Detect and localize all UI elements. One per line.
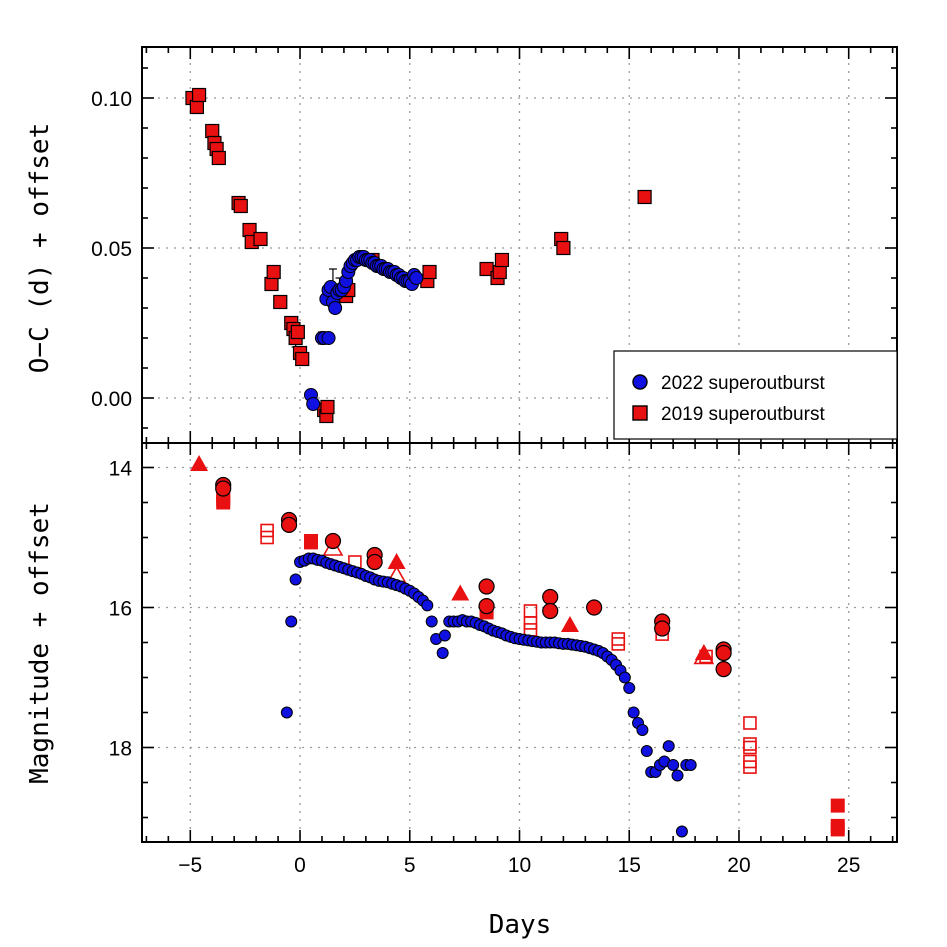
data-point-open-square — [743, 716, 757, 730]
y-tick-label: 14 — [109, 458, 133, 481]
data-point-open-square — [743, 740, 757, 755]
bottom-y-tick-labels: 14 16 18 — [109, 458, 133, 761]
data-point-circle — [667, 759, 680, 771]
x-tick-label: 15 — [618, 854, 641, 877]
x-tick-label: 25 — [837, 854, 860, 877]
bottom-y-axis-title: Magnitude + offset — [25, 502, 55, 784]
data-point-square — [637, 189, 652, 205]
bottom-data-points — [190, 455, 845, 838]
data-point-filled-triangle — [387, 553, 406, 569]
data-point-filled-circle — [715, 660, 732, 678]
top-y-tick-labels: 0.00 0.05 0.10 — [91, 88, 132, 411]
data-point-filled-square — [830, 798, 845, 813]
data-point-filled-square — [216, 495, 231, 510]
data-point-open-square — [523, 616, 538, 630]
data-point-filled-triangle — [190, 455, 209, 471]
data-point-circle — [640, 745, 653, 757]
data-point-circle — [328, 301, 343, 315]
data-point-square — [211, 150, 226, 166]
y-tick-label: 0.05 — [91, 238, 132, 261]
data-point-filled-circle — [280, 516, 298, 534]
data-point-circle — [285, 615, 298, 628]
x-tick-label: 5 — [404, 854, 416, 877]
data-point-square — [266, 264, 281, 280]
legend-label-2019: 2019 superoutburst — [661, 404, 825, 425]
legend-box — [613, 350, 898, 440]
data-point-filled-triangle — [694, 644, 713, 660]
y-tick-label: 0.00 — [91, 388, 132, 411]
data-point-square — [320, 399, 335, 415]
data-point-filled-circle — [586, 599, 603, 616]
data-point-square — [233, 198, 248, 214]
data-point-square — [191, 87, 207, 103]
data-point-circle — [289, 573, 302, 586]
x-axis-title: Days — [489, 910, 552, 940]
data-point-circle — [623, 682, 636, 694]
data-point-filled-triangle — [560, 616, 579, 632]
data-point-square — [264, 276, 279, 292]
data-point-circle — [684, 759, 697, 771]
data-point-square — [295, 351, 310, 367]
top-data-points — [185, 87, 652, 424]
data-point-circle — [636, 724, 649, 736]
data-point-circle — [662, 740, 675, 753]
data-point-filled-square — [830, 822, 845, 837]
x-tick-label: 0 — [294, 854, 306, 877]
data-point-filled-circle — [654, 620, 671, 637]
data-point-square — [290, 324, 305, 340]
data-point-circle — [627, 706, 640, 719]
data-point-filled-triangle — [451, 584, 470, 601]
data-point-filled-circle — [478, 597, 495, 615]
data-point-square — [492, 264, 507, 280]
data-point-filled-circle — [542, 602, 559, 620]
data-point-square — [273, 294, 288, 310]
data-point-square — [189, 99, 204, 115]
top-y-axis-title: O−C (d) + offset — [25, 123, 55, 373]
data-point-open-square — [260, 523, 274, 538]
data-point-circle — [280, 706, 293, 719]
data-point-square — [253, 231, 268, 247]
x-tick-label: −5 — [178, 854, 202, 877]
data-point-circle — [618, 671, 631, 684]
data-point-circle — [671, 769, 684, 782]
data-point-square — [422, 264, 437, 280]
data-point-circle — [438, 629, 451, 642]
data-point-open-square — [743, 760, 757, 774]
legend-marker-circle — [632, 374, 648, 390]
data-point-circle — [436, 647, 449, 659]
oc-diagram-panel: 0.00 0.05 0.10 O−C (d) + offset — [25, 46, 898, 444]
data-point-square — [556, 240, 571, 256]
data-point-filled-circle — [715, 644, 732, 662]
x-tick-labels: −5 0 5 10 15 20 25 — [178, 854, 860, 877]
data-point-circle — [409, 271, 424, 285]
x-tick-label: 10 — [508, 854, 531, 877]
bottom-grid — [142, 443, 897, 842]
y-tick-label: 0.10 — [91, 88, 132, 111]
data-point-square — [494, 252, 510, 268]
data-point-circle — [306, 397, 321, 411]
legend-label-2022: 2022 superoutburst — [661, 373, 825, 394]
data-point-filled-circle — [542, 588, 559, 606]
data-point-filled-square — [303, 535, 318, 550]
data-point-circle — [425, 615, 438, 628]
data-point-circle — [421, 599, 434, 612]
legend-marker-square — [632, 405, 648, 421]
y-tick-label: 18 — [109, 738, 132, 761]
light-curve-panel: 14 16 18 −5 0 5 10 15 20 25 Magnitude + offset — [25, 442, 898, 877]
legend: 2022 superoutburst 2019 superoutburst — [613, 350, 898, 440]
data-point-filled-circle — [324, 532, 342, 550]
y-tick-label: 16 — [109, 598, 132, 621]
x-tick-label: 20 — [727, 854, 750, 877]
data-point-circle — [321, 331, 336, 345]
data-point-filled-circle — [366, 553, 383, 571]
data-point-circle — [675, 825, 688, 838]
data-point-open-square — [611, 637, 626, 651]
data-point-open-square — [260, 530, 274, 545]
data-point-square — [205, 123, 220, 139]
data-point-filled-circle — [215, 480, 232, 497]
bottom-tick-marks — [142, 443, 897, 842]
data-point-filled-circle — [478, 578, 495, 595]
